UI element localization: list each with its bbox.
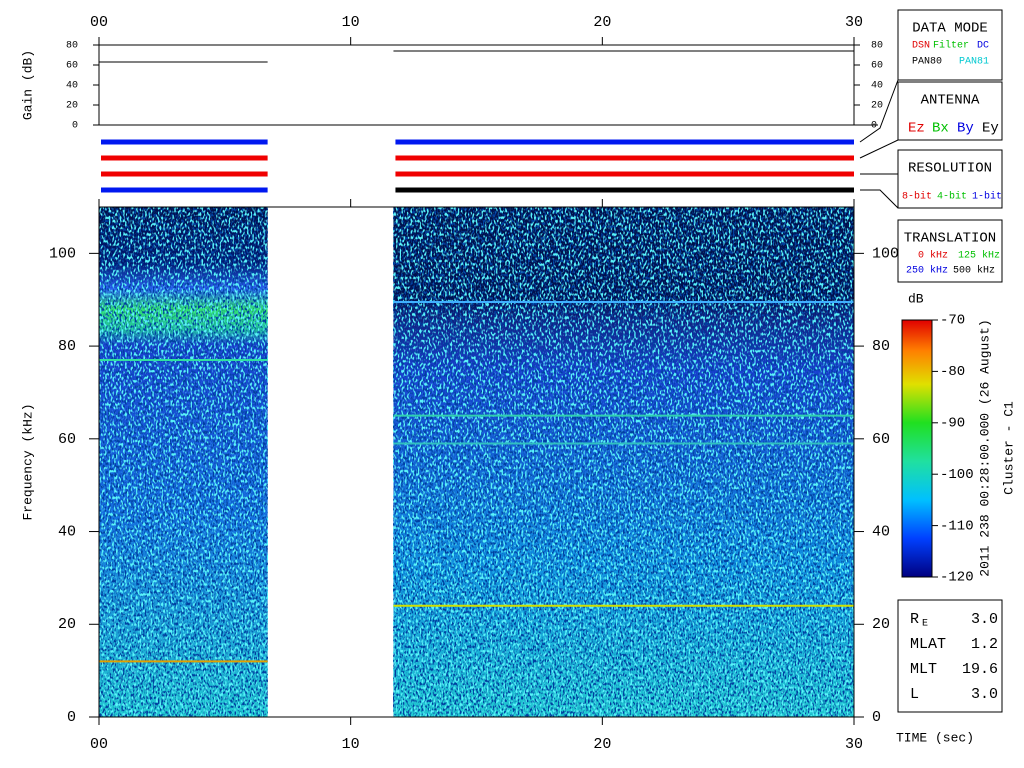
- freq-axis-label: Frequency (kHz): [20, 403, 35, 520]
- x-tick-label: 00: [90, 736, 108, 753]
- gain-tick-label: 20: [871, 101, 883, 112]
- y-tick-label: 80: [58, 338, 76, 355]
- legend-item: Ey: [982, 121, 999, 137]
- colorbar-label: dB: [908, 291, 924, 306]
- x-tick-label: 10: [342, 736, 360, 753]
- y-tick-label: 80: [872, 338, 890, 355]
- info-label: L: [910, 686, 919, 703]
- gain-axis-label: Gain (dB): [20, 50, 35, 120]
- info-value: 3.0: [971, 611, 998, 628]
- y-tick-label: 20: [872, 616, 890, 633]
- y-tick-label: 100: [872, 245, 899, 262]
- legend-item: 500 kHz: [953, 265, 995, 277]
- gain-tick-label: 60: [871, 61, 883, 72]
- legend-item: Filter: [933, 40, 969, 52]
- y-tick-label: 0: [67, 709, 76, 726]
- gain-tick-label: 60: [66, 61, 78, 72]
- gain-tick-label: 40: [66, 81, 78, 92]
- info-label: MLAT: [910, 636, 946, 653]
- legend-item: 1-bit: [972, 191, 1002, 203]
- y-tick-label: 100: [49, 245, 76, 262]
- legend-title: DATA MODE: [912, 21, 988, 37]
- stamp: 2011 238 00:28:00.000 (26 August): [977, 319, 992, 576]
- legend-item: 250 kHz: [906, 265, 948, 277]
- gain-tick-label: 80: [871, 41, 883, 52]
- legend-item: 8-bit: [902, 191, 932, 203]
- colorbar-tick-label: -80: [940, 364, 965, 380]
- x-tick-label: 20: [593, 14, 611, 31]
- x-tick-label: 00: [90, 14, 108, 31]
- y-tick-label: 60: [58, 431, 76, 448]
- x-tick-label: 30: [845, 14, 863, 31]
- legend-box: [897, 9, 1003, 81]
- legend-box: [897, 219, 1003, 283]
- legend-box: [897, 81, 1003, 141]
- info-value: 19.6: [962, 661, 998, 678]
- colorbar-tick-label: -70: [940, 313, 965, 329]
- x-tick-label: 30: [845, 736, 863, 753]
- legend-item: By: [957, 121, 974, 137]
- x-axis-label: TIME (sec): [896, 730, 974, 745]
- legend-item: DC: [977, 41, 989, 52]
- colorbar-tick-label: -90: [940, 416, 965, 432]
- gain-tick-label: 0: [871, 121, 877, 132]
- spectrogram-frame: [98, 206, 855, 718]
- legend-item: DSN: [912, 41, 930, 52]
- legend-item: PAN81: [959, 57, 989, 68]
- y-tick-label: 0: [872, 709, 881, 726]
- stamp: Cluster - C1: [1001, 401, 1016, 495]
- colorbar: [901, 319, 933, 578]
- legend-item: PAN80: [912, 57, 942, 68]
- gain-frame: [98, 44, 855, 126]
- info-label: MLT: [910, 661, 937, 678]
- legend-title: ANTENNA: [921, 93, 980, 109]
- gain-tick-label: 40: [871, 81, 883, 92]
- x-tick-label: 20: [593, 736, 611, 753]
- legend-title: TRANSLATION: [904, 231, 996, 247]
- noise: [393, 207, 854, 717]
- info-value: 3.0: [971, 686, 998, 703]
- colorbar-tick-label: -110: [940, 518, 974, 534]
- legend-item: Bx: [932, 121, 949, 137]
- gain-tick-label: 80: [66, 41, 78, 52]
- legend-title: RESOLUTION: [908, 161, 992, 177]
- info-sub: E: [922, 619, 928, 630]
- noise: [99, 207, 268, 717]
- legend-box: [897, 149, 1003, 209]
- legend-item: 4-bit: [937, 191, 967, 203]
- legend-item: 0 kHz: [918, 250, 948, 262]
- legend-item: Ez: [908, 121, 925, 137]
- colorbar-tick-label: -120: [940, 570, 974, 586]
- info-label: R: [910, 611, 919, 628]
- gain-tick-label: 0: [72, 121, 78, 132]
- y-tick-label: 40: [872, 524, 890, 541]
- y-tick-label: 20: [58, 616, 76, 633]
- y-tick-label: 40: [58, 524, 76, 541]
- colorbar-tick-label: -100: [940, 467, 974, 483]
- x-tick-label: 10: [342, 14, 360, 31]
- info-value: 1.2: [971, 636, 998, 653]
- gain-tick-label: 20: [66, 101, 78, 112]
- info-box: [897, 599, 1003, 713]
- legend-item: 125 kHz: [958, 250, 1000, 262]
- y-tick-label: 60: [872, 431, 890, 448]
